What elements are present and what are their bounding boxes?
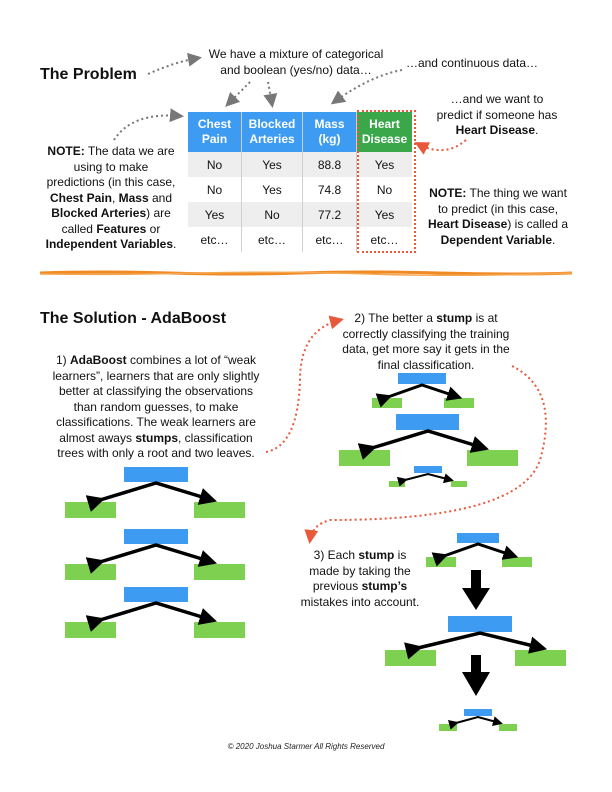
dotted-arrow	[304, 365, 547, 544]
step2-text: 2) The better a stump is at correctly cl…	[342, 311, 510, 372]
dotted-arrow	[265, 315, 344, 453]
table-row: No Yes 88.8 Yes	[188, 152, 412, 177]
heart-disease-highlight	[357, 110, 416, 253]
note-mixture: We have a mixture of categorical and boo…	[208, 47, 384, 77]
dotted-arrow	[225, 81, 251, 107]
dotted-arrow	[414, 139, 467, 155]
table-row: No Yes 74.8 No	[188, 177, 412, 202]
note-continuous: …and continuous data…	[405, 56, 539, 70]
step1-text: 1) AdaBoost combines a lot of “weak lear…	[52, 353, 260, 460]
table-header-heart-disease: Heart Disease	[356, 112, 412, 152]
stump	[426, 533, 532, 567]
down-arrow	[462, 570, 490, 610]
stump	[389, 466, 467, 487]
solution-heading: The Solution - AdaBoost	[40, 310, 227, 327]
table-header-row: Chest Pain Blocked Arteries Mass (kg) Heart…	[188, 112, 412, 152]
note-dependent: NOTE: The thing we want to predict (in t…	[427, 186, 569, 247]
note-features: NOTE: The data we are using to make pred…	[45, 144, 177, 251]
stump	[65, 529, 245, 580]
down-arrow	[462, 655, 490, 696]
table-header: Mass (kg)	[302, 112, 357, 152]
stump	[339, 414, 518, 466]
section-divider	[40, 270, 572, 276]
data-table: Chest Pain Blocked Arteries Mass (kg) Heart…	[188, 112, 412, 252]
dotted-arrow	[113, 108, 184, 141]
dotted-arrow	[330, 69, 403, 105]
stump	[439, 709, 517, 731]
table-row: Yes No 77.2 Yes	[188, 202, 412, 227]
stump	[385, 616, 566, 666]
table-header: Chest Pain	[188, 112, 242, 152]
table-header: Blocked Arteries	[241, 112, 303, 152]
table-row: etc… etc… etc… etc…	[188, 227, 412, 252]
dotted-arrow	[147, 52, 202, 75]
step3-text: 3) Each stump is made by taking the prev…	[300, 548, 420, 609]
copyright-footer: © 2020 Joshua Starmer All Rights Reserve…	[227, 742, 385, 751]
stump	[372, 373, 474, 408]
note-predict: …and we want to predict if someone has H…	[436, 92, 558, 137]
problem-heading: The Problem	[40, 66, 137, 83]
stump	[65, 587, 245, 638]
stump	[65, 467, 245, 518]
dotted-arrow	[263, 81, 278, 108]
